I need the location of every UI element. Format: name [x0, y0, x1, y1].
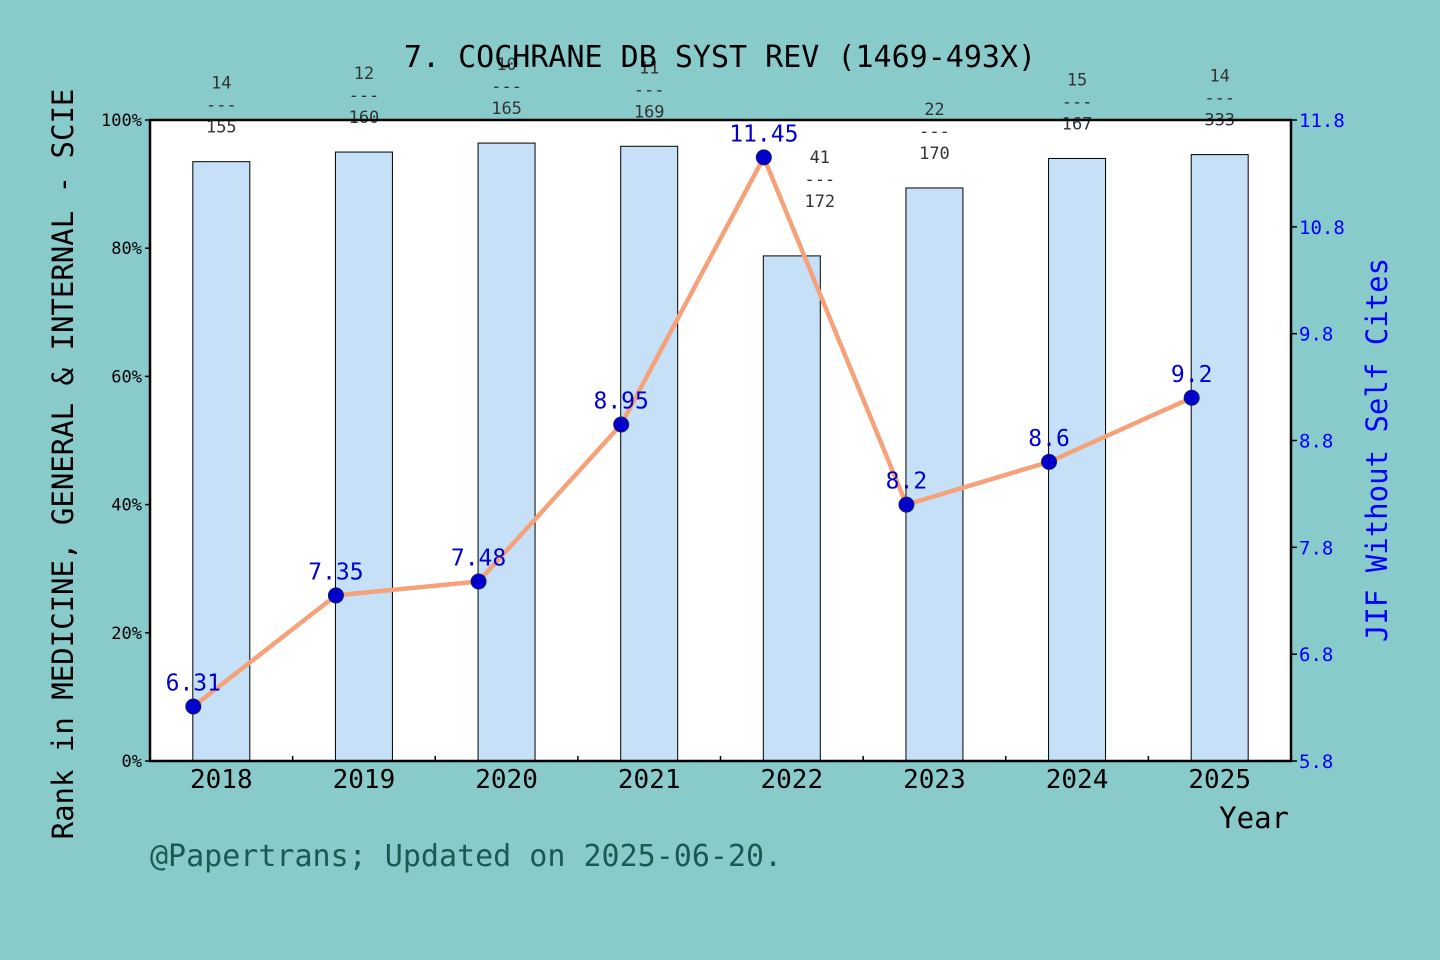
y-right-tick-label: 6.8 [1299, 644, 1333, 666]
x-tick-label-2023: 2023 [903, 765, 966, 795]
rank-separator: --- [491, 77, 522, 97]
x-tick-label-2022: 2022 [761, 765, 824, 795]
x-tick-label-2018: 2018 [190, 765, 253, 795]
line-point-2025 [1183, 389, 1200, 406]
x-tick-label-2021: 2021 [618, 765, 681, 795]
footer-note: @Papertrans; Updated on 2025-06-20. [150, 839, 782, 874]
jif-label-2021: 8.95 [593, 388, 648, 414]
jif-label-2019: 7.35 [308, 559, 363, 585]
rank-label-2019: 12---160 [349, 64, 380, 128]
y-right-tick-label: 5.8 [1299, 751, 1333, 773]
rank-value: 12 [354, 64, 374, 84]
y-axis-left-label: Rank in MEDICINE, GENERAL & INTERNAL - S… [46, 89, 80, 840]
plot-area [150, 120, 1291, 761]
rank-value: 10 [496, 55, 516, 75]
rank-label-2023: 22---170 [919, 100, 950, 164]
rank-total: 160 [349, 108, 380, 128]
rank-value: 11 [639, 58, 659, 78]
x-axis-label: Year [1219, 801, 1289, 835]
bar-2021 [620, 145, 679, 762]
line-segment [904, 459, 1052, 507]
line-segment [1046, 395, 1194, 465]
line-point-2020 [470, 573, 487, 590]
y-left-tick-label: 80% [111, 239, 142, 259]
line-point-2019 [327, 587, 344, 604]
line-segment [476, 422, 624, 584]
rank-value: 14 [1209, 67, 1229, 87]
jif-label-2024: 8.6 [1028, 426, 1070, 452]
y-left-tick-label: 60% [111, 367, 142, 387]
line-point-2022 [755, 149, 772, 166]
line-segment [618, 155, 767, 427]
rank-separator: --- [206, 96, 237, 116]
rank-separator: --- [919, 122, 950, 142]
y-left-tick-label: 100% [101, 111, 142, 131]
rank-total: 165 [491, 99, 522, 119]
rank-total: 172 [804, 192, 835, 212]
y-right-tick-label: 9.8 [1299, 324, 1333, 346]
y-right-tick-label: 7.8 [1299, 537, 1333, 559]
rank-value: 14 [211, 74, 231, 94]
line-point-2021 [613, 416, 630, 433]
line-segment [191, 593, 339, 709]
jif-label-2022: 11.45 [729, 121, 798, 147]
jif-label-2025: 9.2 [1171, 362, 1213, 388]
jif-label-2018: 6.31 [166, 671, 221, 697]
bar-2022 [762, 255, 821, 762]
rank-separator: --- [804, 170, 835, 190]
rank-total: 170 [919, 144, 950, 164]
bar-2023 [905, 187, 964, 762]
rank-label-2022: 41---172 [804, 148, 835, 212]
line-point-2024 [1041, 453, 1058, 470]
rank-label-2018: 14---155 [206, 74, 237, 138]
rank-separator: --- [634, 80, 665, 100]
rank-value: 41 [810, 148, 830, 168]
y-axis-right-label: JIF Without Self Cites [1360, 258, 1394, 642]
y-left-tick-label: 40% [111, 496, 142, 516]
rank-total: 169 [634, 102, 665, 122]
x-tick-label-2025: 2025 [1188, 765, 1251, 795]
line-segment [761, 155, 909, 507]
rank-value: 15 [1067, 70, 1087, 90]
y-left-tick-label: 0% [122, 752, 142, 772]
rank-total: 167 [1062, 114, 1093, 134]
x-tick-label-2019: 2019 [333, 765, 396, 795]
x-tick-label-2020: 2020 [475, 765, 538, 795]
bar-2019 [334, 151, 393, 762]
rank-label-2020: 10---165 [491, 55, 522, 119]
rank-value: 22 [924, 100, 944, 120]
y-left-tick-label: 20% [111, 624, 142, 644]
line-point-2023 [898, 496, 915, 513]
y-right-tick-label: 10.8 [1299, 217, 1345, 239]
line-point-2018 [185, 698, 202, 715]
x-tick-label-2024: 2024 [1046, 765, 1109, 795]
rank-separator: --- [1204, 89, 1235, 109]
rank-separator: --- [1062, 92, 1093, 112]
bar-2025 [1190, 154, 1249, 762]
bar-2020 [477, 142, 536, 762]
y-right-tick-label: 11.8 [1299, 110, 1345, 132]
rank-label-2021: 11---169 [634, 58, 665, 122]
y-right-tick-label: 8.8 [1299, 431, 1333, 453]
rank-label-2024: 15---167 [1062, 70, 1093, 134]
line-segment [333, 579, 481, 598]
jif-label-2020: 7.48 [451, 546, 506, 572]
rank-separator: --- [349, 86, 380, 106]
jif-label-2023: 8.2 [886, 469, 928, 495]
rank-total: 155 [206, 118, 237, 138]
chart-title: 7. COCHRANE DB SYST REV (1469-493X) [404, 40, 1036, 75]
bar-2018 [192, 161, 251, 762]
